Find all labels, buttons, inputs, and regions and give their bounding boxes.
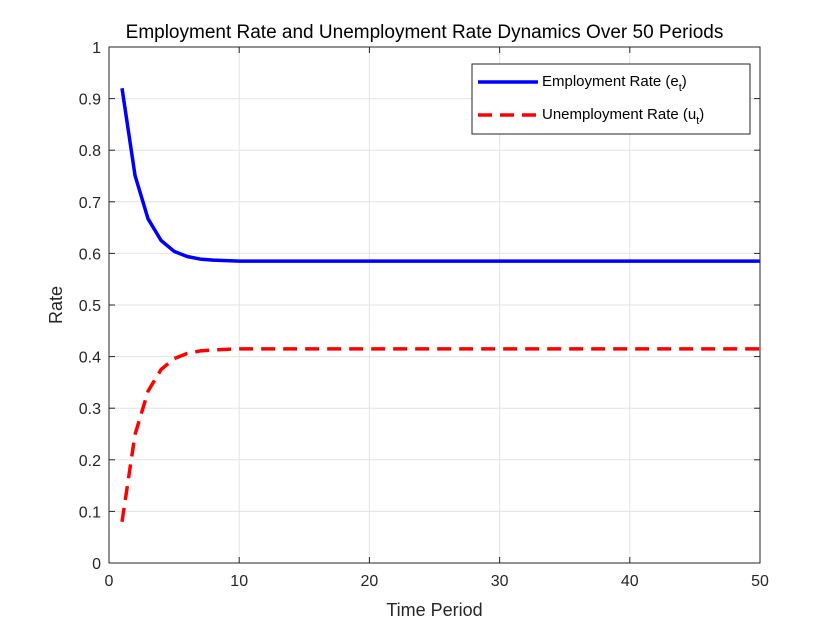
legend-label: Unemployment Rate (ut) [542, 106, 704, 127]
y-tick-label: 0.8 [79, 143, 101, 160]
x-tick-label: 20 [361, 573, 379, 590]
legend: Employment Rate (et) Unemployment Rate (u… [471, 63, 751, 135]
y-tick-label: 0.5 [79, 298, 101, 315]
y-axis-label: Rate [46, 286, 66, 324]
legend-box [471, 63, 751, 135]
axis-ticks: 0 10 20 30 40 50 0 0.1 0.2 0.3 0.4 0.5 0.6 0.7 0.8 0.9 1 [79, 40, 769, 590]
x-tick-label: 40 [621, 573, 639, 590]
chart-title: Employment Rate and Unemployment Rate Dy… [126, 22, 724, 43]
x-tick-label: 50 [751, 573, 769, 590]
y-tick-label: 0.9 [79, 92, 101, 109]
x-axis-label: Time Period [386, 600, 482, 620]
x-tick-label: 0 [105, 573, 114, 590]
x-tick-label: 30 [491, 573, 509, 590]
series-line-employment-rate [120, 88, 760, 263]
series-layer [120, 88, 760, 522]
y-tick-label: 1 [92, 40, 101, 57]
y-tick-label: 0.7 [79, 195, 101, 212]
series-line-unemployment-rate [120, 347, 760, 522]
y-tick-label: 0.6 [79, 246, 101, 263]
legend-label: Employment Rate (et) [542, 73, 687, 94]
y-tick-label: 0.2 [79, 453, 101, 470]
y-tick-label: 0.4 [79, 350, 101, 367]
x-tick-label: 10 [230, 573, 248, 590]
y-tick-label: 0 [92, 556, 101, 573]
y-tick-label: 0.3 [79, 401, 101, 418]
y-tick-label: 0.1 [79, 504, 101, 521]
